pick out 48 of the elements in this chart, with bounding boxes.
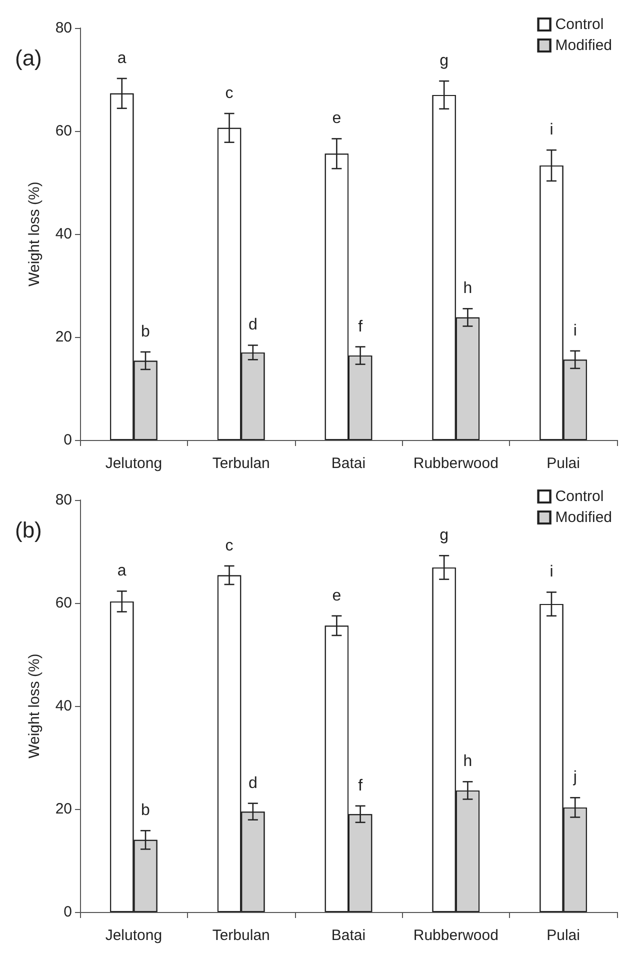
data-label: d — [248, 316, 258, 334]
x-tick-label: Rubberwood — [413, 455, 498, 472]
text: (b) — [15, 518, 42, 542]
data-label: g — [440, 52, 449, 70]
x-tick-label: Terbulan — [212, 455, 270, 472]
data-label: b — [141, 802, 150, 820]
legend-label: Modified — [555, 37, 612, 54]
data-label: d — [248, 774, 258, 792]
legend-label: Control — [555, 488, 604, 505]
y-tick-label: 20 — [55, 800, 72, 818]
y-tick-label: 40 — [55, 698, 72, 714]
x-tick-label: Batai — [331, 927, 366, 944]
data-label: f — [358, 777, 364, 794]
y-tick-label: 40 — [55, 226, 72, 242]
x-tick-label: Jelutong — [105, 455, 162, 472]
data-label: h — [463, 753, 472, 770]
x-tick-label: Pulai — [546, 455, 580, 472]
x-tick-label: Pulai — [546, 927, 580, 944]
data-label: h — [463, 280, 472, 298]
x-tick-label: Rubberwood — [413, 927, 498, 944]
y-tick-label: 0 — [64, 432, 72, 448]
y-tick-label: 80 — [55, 492, 72, 508]
data-label: e — [332, 110, 342, 128]
text: (a) — [15, 46, 42, 70]
y-tick-label: 20 — [55, 328, 72, 346]
data-label: e — [332, 587, 342, 604]
data-label: c — [225, 537, 234, 554]
data-label: a — [117, 50, 126, 67]
legend-label: Control — [555, 16, 604, 33]
y-tick-label: 60 — [55, 122, 72, 140]
data-label: c — [225, 84, 234, 102]
x-tick-label: Jelutong — [105, 927, 162, 944]
data-label: i — [573, 322, 577, 340]
data-label: a — [117, 562, 126, 580]
y-axis-title: Weight loss (%) — [26, 654, 43, 758]
data-label: i — [550, 122, 554, 139]
y-tick-label: 0 — [64, 904, 72, 920]
y-tick-label: 60 — [55, 594, 72, 612]
data-label: f — [358, 318, 364, 336]
data-label: j — [572, 769, 577, 786]
legend-label: Modified — [555, 509, 612, 526]
data-label: b — [141, 323, 150, 340]
y-tick-label: 80 — [55, 20, 72, 36]
x-tick-label: Batai — [331, 455, 366, 472]
y-axis-title: Weight loss (%) — [26, 182, 43, 286]
data-label: i — [550, 564, 554, 581]
x-tick-label: Terbulan — [212, 927, 270, 944]
data-label: g — [440, 527, 449, 544]
